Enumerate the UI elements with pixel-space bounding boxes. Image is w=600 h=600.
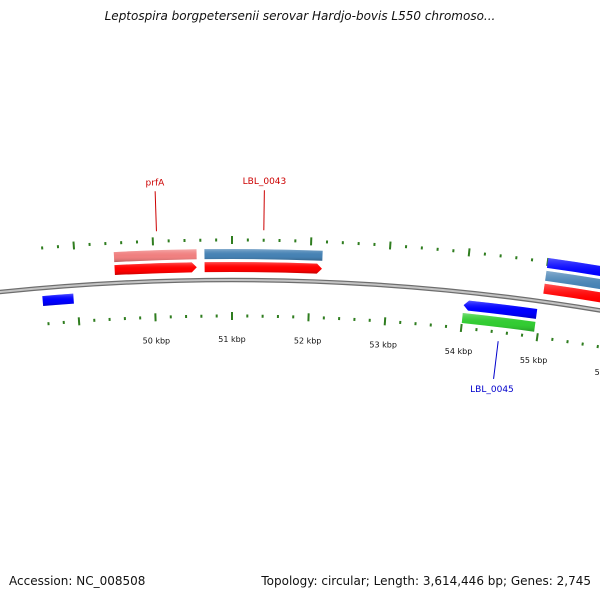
- gene-label: LBL_0043: [243, 177, 287, 187]
- gene-feature-shading: [113, 249, 197, 263]
- scale-tick-label: 56 kbp: [595, 368, 600, 377]
- inner-tick: [459, 323, 463, 333]
- cds-feature-shading: [543, 283, 600, 303]
- cds-feature-shading: [546, 258, 600, 277]
- scale-tick-label: 51 kbp: [218, 335, 246, 344]
- scale-tick-label: 54 kbp: [445, 347, 473, 356]
- inner-tick: [383, 317, 387, 326]
- backbone-layer: [0, 277, 600, 313]
- inner-tick: [77, 317, 81, 326]
- inner-tick: [535, 333, 539, 342]
- cds-feature-shading: [42, 293, 74, 307]
- gene-label: LBL_0045: [470, 385, 514, 395]
- map-title: Leptospira borgpetersenii serovar Hardjo…: [104, 9, 496, 23]
- gene-feature-shading: [461, 313, 536, 332]
- outer-tick: [388, 241, 392, 250]
- outer-tick: [467, 248, 471, 257]
- accession-text: Accession: NC_008508: [9, 574, 146, 588]
- gene-feature-shading: [204, 249, 323, 261]
- gene-label: prfA: [146, 178, 166, 188]
- scale-tick-label: 52 kbp: [294, 336, 322, 345]
- scale-tick-label: 50 kbp: [143, 336, 171, 345]
- cds-feature-shading: [204, 262, 322, 274]
- gene-label-leader: [154, 191, 157, 232]
- gene-label-leader: [493, 341, 499, 379]
- label-layer: 50 kbp 51 kbp 52 kbp 53 kbp 54 kbp 55 kbp 56 k…: [143, 177, 600, 395]
- backbone-arc: [0, 279, 600, 312]
- scale-tick-label: 55 kbp: [520, 356, 548, 365]
- cds-feature-shading: [114, 262, 197, 276]
- scale-tick-label: 53 kbp: [369, 340, 397, 349]
- gene-feature-shading: [545, 270, 600, 290]
- outer-tick: [72, 241, 76, 250]
- feature-layer: [42, 249, 600, 332]
- genome-summary-text: Topology: circular; Length: 3,614,446 bp…: [261, 574, 591, 588]
- cds-feature-shading: [463, 300, 538, 319]
- tick-layer: [41, 236, 599, 349]
- gene-label-leader: [263, 190, 265, 231]
